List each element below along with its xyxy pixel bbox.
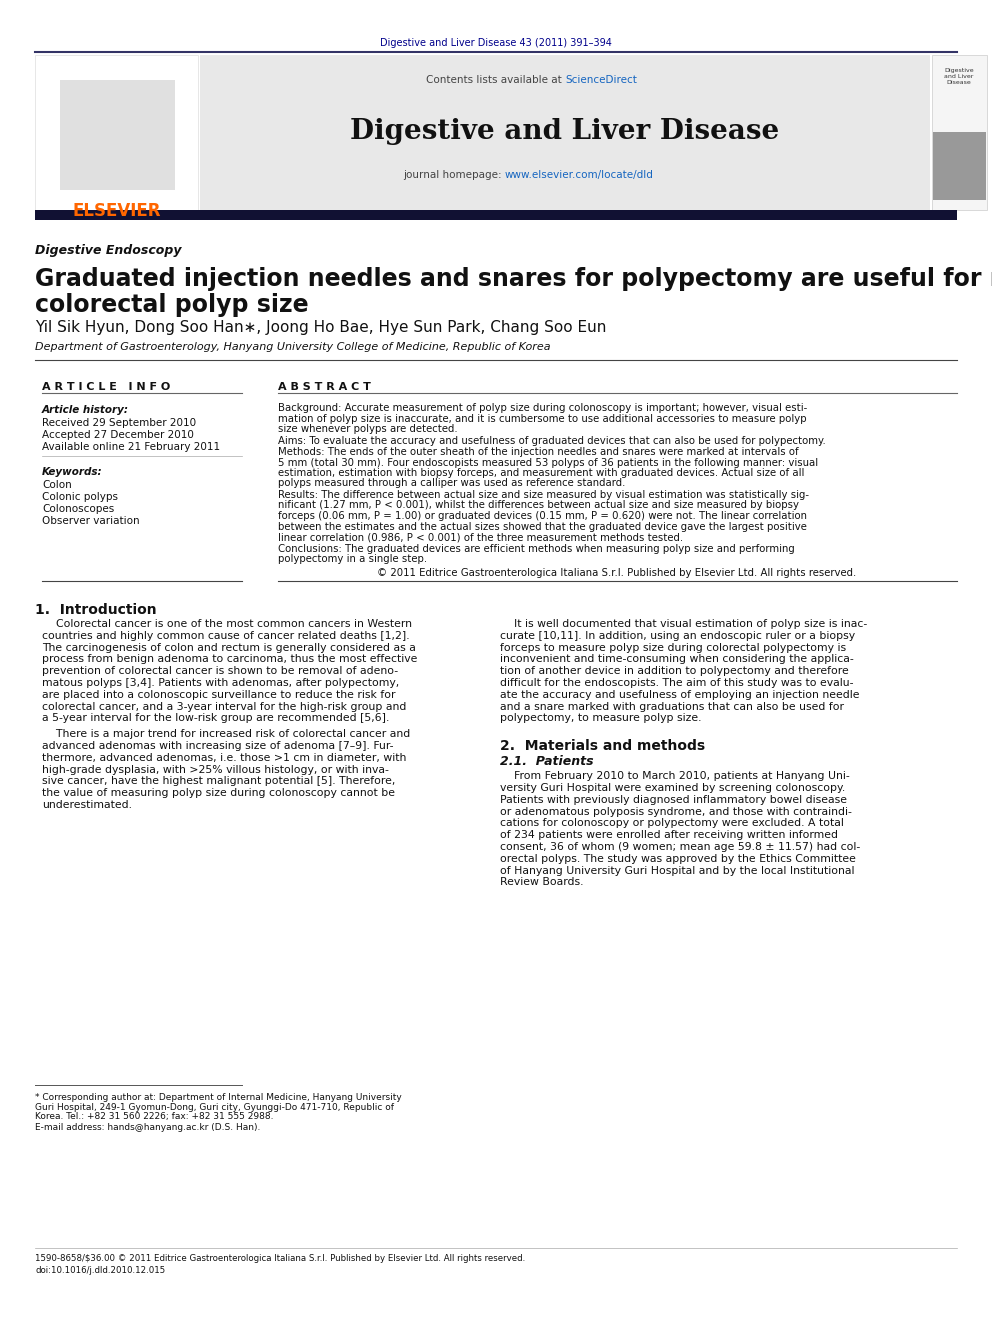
Bar <box>932 56 987 210</box>
Text: ScienceDirect: ScienceDirect <box>565 75 637 85</box>
Bar <box>200 56 930 210</box>
Text: cations for colonoscopy or polypectomy were excluded. A total: cations for colonoscopy or polypectomy w… <box>500 819 844 828</box>
Text: difficult for the endoscopists. The aim of this study was to evalu-: difficult for the endoscopists. The aim … <box>500 677 853 688</box>
Text: forceps (0.06 mm, P = 1.00) or graduated devices (0.15 mm, P = 0.620) were not. : forceps (0.06 mm, P = 1.00) or graduated… <box>278 511 807 521</box>
Text: Conclusions: The graduated devices are efficient methods when measuring polyp si: Conclusions: The graduated devices are e… <box>278 544 795 553</box>
Text: versity Guri Hospital were examined by screening colonoscopy.: versity Guri Hospital were examined by s… <box>500 783 845 792</box>
Text: and a snare marked with graduations that can also be used for: and a snare marked with graduations that… <box>500 701 844 712</box>
Text: colorectal polyp size: colorectal polyp size <box>35 292 309 318</box>
Text: prevention of colorectal cancer is shown to be removal of adeno-: prevention of colorectal cancer is shown… <box>42 667 398 676</box>
Text: Accepted 27 December 2010: Accepted 27 December 2010 <box>42 430 193 441</box>
Text: 2.  Materials and methods: 2. Materials and methods <box>500 740 705 753</box>
Text: Colorectal cancer is one of the most common cancers in Western: Colorectal cancer is one of the most com… <box>42 619 412 628</box>
Text: Background: Accurate measurement of polyp size during colonoscopy is important; : Background: Accurate measurement of poly… <box>278 404 807 413</box>
Text: thermore, advanced adenomas, i.e. those >1 cm in diameter, with: thermore, advanced adenomas, i.e. those … <box>42 753 407 763</box>
Text: Keywords:: Keywords: <box>42 467 102 478</box>
Text: Received 29 September 2010: Received 29 September 2010 <box>42 418 196 429</box>
Text: tion of another device in addition to polypectomy and therefore: tion of another device in addition to po… <box>500 667 849 676</box>
Text: Available online 21 February 2011: Available online 21 February 2011 <box>42 442 220 452</box>
Text: It is well documented that visual estimation of polyp size is inac-: It is well documented that visual estima… <box>500 619 867 628</box>
Text: forceps to measure polyp size during colorectal polypectomy is: forceps to measure polyp size during col… <box>500 643 846 652</box>
Text: 1.  Introduction: 1. Introduction <box>35 603 157 617</box>
Text: polypectomy, to measure polyp size.: polypectomy, to measure polyp size. <box>500 713 701 724</box>
Text: Patients with previously diagnosed inflammatory bowel disease: Patients with previously diagnosed infla… <box>500 795 847 804</box>
Bar <box>35 210 957 220</box>
Text: colorectal cancer, and a 3-year interval for the high-risk group and: colorectal cancer, and a 3-year interval… <box>42 701 407 712</box>
Text: Graduated injection needles and snares for polypectomy are useful for measuring: Graduated injection needles and snares f… <box>35 267 992 291</box>
Text: A R T I C L E   I N F O: A R T I C L E I N F O <box>42 382 171 392</box>
Bar <box>60 79 175 191</box>
Text: linear correlation (0.986, P < 0.001) of the three measurement methods tested.: linear correlation (0.986, P < 0.001) of… <box>278 532 683 542</box>
Text: Methods: The ends of the outer sheath of the injection needles and snares were m: Methods: The ends of the outer sheath of… <box>278 447 799 456</box>
Text: of 234 patients were enrolled after receiving written informed: of 234 patients were enrolled after rece… <box>500 831 838 840</box>
Text: journal homepage:: journal homepage: <box>403 169 505 180</box>
Text: are placed into a colonoscopic surveillance to reduce the risk for: are placed into a colonoscopic surveilla… <box>42 689 396 700</box>
Text: or adenomatous polyposis syndrome, and those with contraindi-: or adenomatous polyposis syndrome, and t… <box>500 807 852 816</box>
Text: 5 mm (total 30 mm). Four endoscopists measured 53 polyps of 36 patients in the f: 5 mm (total 30 mm). Four endoscopists me… <box>278 458 818 467</box>
Text: a 5-year interval for the low-risk group are recommended [5,6].: a 5-year interval for the low-risk group… <box>42 713 390 724</box>
Text: Observer variation: Observer variation <box>42 516 140 527</box>
Text: process from benign adenoma to carcinoma, thus the most effective: process from benign adenoma to carcinoma… <box>42 655 418 664</box>
Text: consent, 36 of whom (9 women; mean age 59.8 ± 11.57) had col-: consent, 36 of whom (9 women; mean age 5… <box>500 841 860 852</box>
Text: Contents lists available at: Contents lists available at <box>426 75 565 85</box>
Text: orectal polyps. The study was approved by the Ethics Committee: orectal polyps. The study was approved b… <box>500 853 856 864</box>
Text: Results: The difference between actual size and size measured by visual estimati: Results: The difference between actual s… <box>278 490 809 500</box>
Text: * Corresponding author at: Department of Internal Medicine, Hanyang University: * Corresponding author at: Department of… <box>35 1093 402 1102</box>
Text: 2.1.  Patients: 2.1. Patients <box>500 755 593 769</box>
Text: Colon: Colon <box>42 480 71 490</box>
Text: Aims: To evaluate the accuracy and usefulness of graduated devices that can also: Aims: To evaluate the accuracy and usefu… <box>278 435 825 446</box>
Text: There is a major trend for increased risk of colorectal cancer and: There is a major trend for increased ris… <box>42 729 411 740</box>
Text: high-grade dysplasia, with >25% villous histology, or with inva-: high-grade dysplasia, with >25% villous … <box>42 765 389 774</box>
Text: ate the accuracy and usefulness of employing an injection needle: ate the accuracy and usefulness of emplo… <box>500 689 859 700</box>
Text: curate [10,11]. In addition, using an endoscopic ruler or a biopsy: curate [10,11]. In addition, using an en… <box>500 631 855 640</box>
Text: polypectomy in a single step.: polypectomy in a single step. <box>278 554 428 564</box>
Text: Article history:: Article history: <box>42 405 129 415</box>
Text: A B S T R A C T: A B S T R A C T <box>278 382 371 392</box>
Text: estimation, estimation with biopsy forceps, and measurement with graduated devic: estimation, estimation with biopsy force… <box>278 468 805 478</box>
Text: Digestive
and Liver
Disease: Digestive and Liver Disease <box>944 67 974 85</box>
Text: of Hanyang University Guri Hospital and by the local Institutional: of Hanyang University Guri Hospital and … <box>500 865 854 876</box>
Bar <box>933 132 986 200</box>
Text: Review Boards.: Review Boards. <box>500 877 583 888</box>
Text: between the estimates and the actual sizes showed that the graduated device gave: between the estimates and the actual siz… <box>278 521 806 532</box>
Text: Colonoscopes: Colonoscopes <box>42 504 114 515</box>
Text: sive cancer, have the highest malignant potential [5]. Therefore,: sive cancer, have the highest malignant … <box>42 777 396 786</box>
Text: Department of Gastroenterology, Hanyang University College of Medicine, Republic: Department of Gastroenterology, Hanyang … <box>35 343 551 352</box>
Text: From February 2010 to March 2010, patients at Hanyang Uni-: From February 2010 to March 2010, patien… <box>500 771 850 781</box>
Text: Yil Sik Hyun, Dong Soo Han∗, Joong Ho Bae, Hye Sun Park, Chang Soo Eun: Yil Sik Hyun, Dong Soo Han∗, Joong Ho Ba… <box>35 320 606 335</box>
Text: the value of measuring polyp size during colonoscopy cannot be: the value of measuring polyp size during… <box>42 789 395 798</box>
Text: Digestive and Liver Disease: Digestive and Liver Disease <box>350 118 780 146</box>
Text: underestimated.: underestimated. <box>42 800 132 810</box>
Text: polyps measured through a calliper was used as reference standard.: polyps measured through a calliper was u… <box>278 479 625 488</box>
Text: nificant (1.27 mm, P < 0.001), whilst the differences between actual size and si: nificant (1.27 mm, P < 0.001), whilst th… <box>278 500 799 511</box>
Text: Digestive Endoscopy: Digestive Endoscopy <box>35 243 182 257</box>
Text: matous polyps [3,4]. Patients with adenomas, after polypectomy,: matous polyps [3,4]. Patients with adeno… <box>42 677 399 688</box>
Text: The carcinogenesis of colon and rectum is generally considered as a: The carcinogenesis of colon and rectum i… <box>42 643 416 652</box>
Text: inconvenient and time-consuming when considering the applica-: inconvenient and time-consuming when con… <box>500 655 854 664</box>
Text: mation of polyp size is inaccurate, and it is cumbersome to use additional acces: mation of polyp size is inaccurate, and … <box>278 414 806 423</box>
Text: Digestive and Liver Disease 43 (2011) 391–394: Digestive and Liver Disease 43 (2011) 39… <box>380 38 612 48</box>
Text: © 2011 Editrice Gastroenterologica Italiana S.r.l. Published by Elsevier Ltd. Al: © 2011 Editrice Gastroenterologica Itali… <box>377 569 857 578</box>
Text: size whenever polyps are detected.: size whenever polyps are detected. <box>278 423 457 434</box>
Text: Guri Hospital, 249-1 Gyomun-Dong, Guri city, Gyunggi-Do 471-710, Republic of: Guri Hospital, 249-1 Gyomun-Dong, Guri c… <box>35 1102 394 1111</box>
Text: E-mail address: hands@hanyang.ac.kr (D.S. Han).: E-mail address: hands@hanyang.ac.kr (D.S… <box>35 1122 260 1131</box>
Text: doi:10.1016/j.dld.2010.12.015: doi:10.1016/j.dld.2010.12.015 <box>35 1266 166 1275</box>
Bar <box>35 56 198 210</box>
Text: ELSEVIER: ELSEVIER <box>72 202 162 220</box>
Text: 1590-8658/$36.00 © 2011 Editrice Gastroenterologica Italiana S.r.l. Published by: 1590-8658/$36.00 © 2011 Editrice Gastroe… <box>35 1254 525 1263</box>
Text: Korea. Tel.: +82 31 560 2226; fax: +82 31 555 2988.: Korea. Tel.: +82 31 560 2226; fax: +82 3… <box>35 1113 274 1121</box>
Text: advanced adenomas with increasing size of adenoma [7–9]. Fur-: advanced adenomas with increasing size o… <box>42 741 394 751</box>
Text: countries and highly common cause of cancer related deaths [1,2].: countries and highly common cause of can… <box>42 631 410 640</box>
Text: www.elsevier.com/locate/dld: www.elsevier.com/locate/dld <box>505 169 654 180</box>
Text: Colonic polyps: Colonic polyps <box>42 492 118 501</box>
